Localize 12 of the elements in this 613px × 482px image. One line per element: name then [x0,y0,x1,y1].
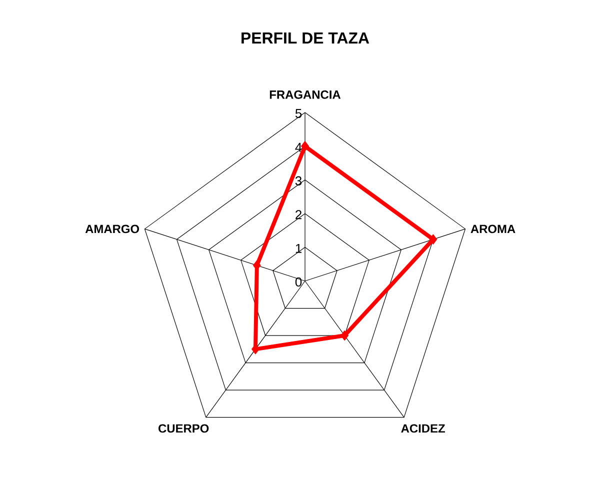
spoke-label: ACIDEZ [401,424,445,433]
spoke-label: CUERPO [158,424,209,433]
y-tick-label: 1 [296,244,302,253]
spoke-label: AROMA [470,224,516,234]
spoke-label: AMARGO [85,224,140,234]
chart-title: PERFIL DE TAZA [242,32,370,44]
y-tick-label: 5 [295,109,302,118]
spoke-label: FRAGANCIA [270,90,341,99]
y-tick-label: 2 [296,210,302,220]
y-tick-label: 3 [295,176,302,186]
y-tick-label: 0 [295,277,302,287]
y-tick-label: 4 [295,142,302,152]
